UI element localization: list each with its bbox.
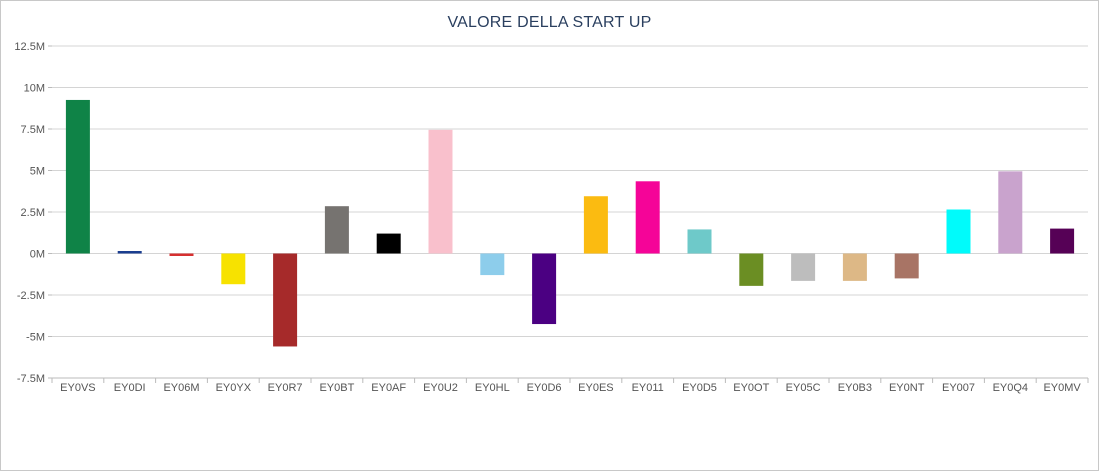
chart-title: VALORE DELLA START UP	[447, 14, 652, 31]
bar-ey0bt[interactable]	[324, 206, 349, 254]
bar-ey007[interactable]	[946, 209, 971, 254]
x-tick-label: EY011	[632, 382, 664, 394]
x-tick-label: EY0HL	[475, 382, 510, 394]
y-tick-label: -5M	[26, 332, 45, 344]
x-tick-label: EY0OT	[733, 382, 769, 394]
x-tick-label: EY0D6	[527, 382, 562, 394]
x-tick-label: EY0AF	[371, 382, 406, 394]
grid-lines	[52, 45, 1088, 379]
y-tick-label: 0M	[30, 249, 45, 261]
bar-ey0es[interactable]	[583, 196, 608, 254]
bar-ey0di[interactable]	[117, 251, 142, 254]
x-tick-label: EY0BT	[319, 382, 354, 394]
x-tick-label: EY0D5	[682, 382, 717, 394]
y-tick-label: -2.5M	[17, 290, 45, 302]
x-tick-label: EY0NT	[889, 382, 925, 394]
bar-ey0d5[interactable]	[687, 229, 712, 254]
x-tick-label: EY007	[942, 382, 975, 394]
x-tick-label: EY0ES	[578, 382, 613, 394]
y-tick-label: 2.5M	[21, 207, 45, 219]
bar-ey011[interactable]	[635, 181, 660, 254]
x-tick-label: EY0VS	[60, 382, 95, 394]
y-tick-label: 12.5M	[14, 41, 45, 53]
bar-ey0af[interactable]	[376, 233, 401, 254]
x-tick-label: EY0MV	[1043, 382, 1081, 394]
bar-ey06m[interactable]	[169, 253, 194, 256]
bar-ey0hl[interactable]	[480, 253, 505, 276]
x-tick-label: EY0R7	[268, 382, 303, 394]
bar-ey0yx[interactable]	[221, 253, 246, 285]
bar-ey0u2[interactable]	[428, 129, 453, 254]
x-tick-label: EY0U2	[423, 382, 458, 394]
bar-ey0vs[interactable]	[65, 99, 90, 254]
y-tick-label: -7.5M	[17, 373, 45, 385]
bar-ey0nt[interactable]	[894, 253, 919, 279]
x-tick-label: EY0DI	[114, 382, 146, 394]
x-tick-label: EY0YX	[216, 382, 252, 394]
bar-ey0mv[interactable]	[1050, 228, 1075, 254]
x-tick-label: EY05C	[786, 382, 821, 394]
bar-ey0r7[interactable]	[273, 253, 298, 347]
x-tick-label: EY06M	[163, 382, 199, 394]
bar-ey0q4[interactable]	[998, 171, 1023, 254]
bar-ey0ot[interactable]	[739, 253, 764, 286]
x-tick-label: EY0Q4	[993, 382, 1028, 394]
y-tick-label: 7.5M	[21, 124, 45, 136]
y-tick-label: 10M	[24, 83, 45, 95]
y-axis-ticks: 12.5M 10M 7.5M 5M 2.5M 0M -2.5M -5M -7.5M	[14, 41, 52, 385]
bar-ey0b3[interactable]	[842, 253, 867, 281]
bar-ey0d6[interactable]	[532, 253, 557, 325]
x-tick-label: EY0B3	[838, 382, 872, 394]
bar-ey05c[interactable]	[791, 253, 816, 281]
bars	[65, 99, 1075, 347]
x-axis: EY0VS EY0DI EY06M EY0YX EY0R7 EY0BT EY0AF EY0U2…	[51, 377, 1089, 394]
y-tick-label: 5M	[30, 166, 45, 178]
